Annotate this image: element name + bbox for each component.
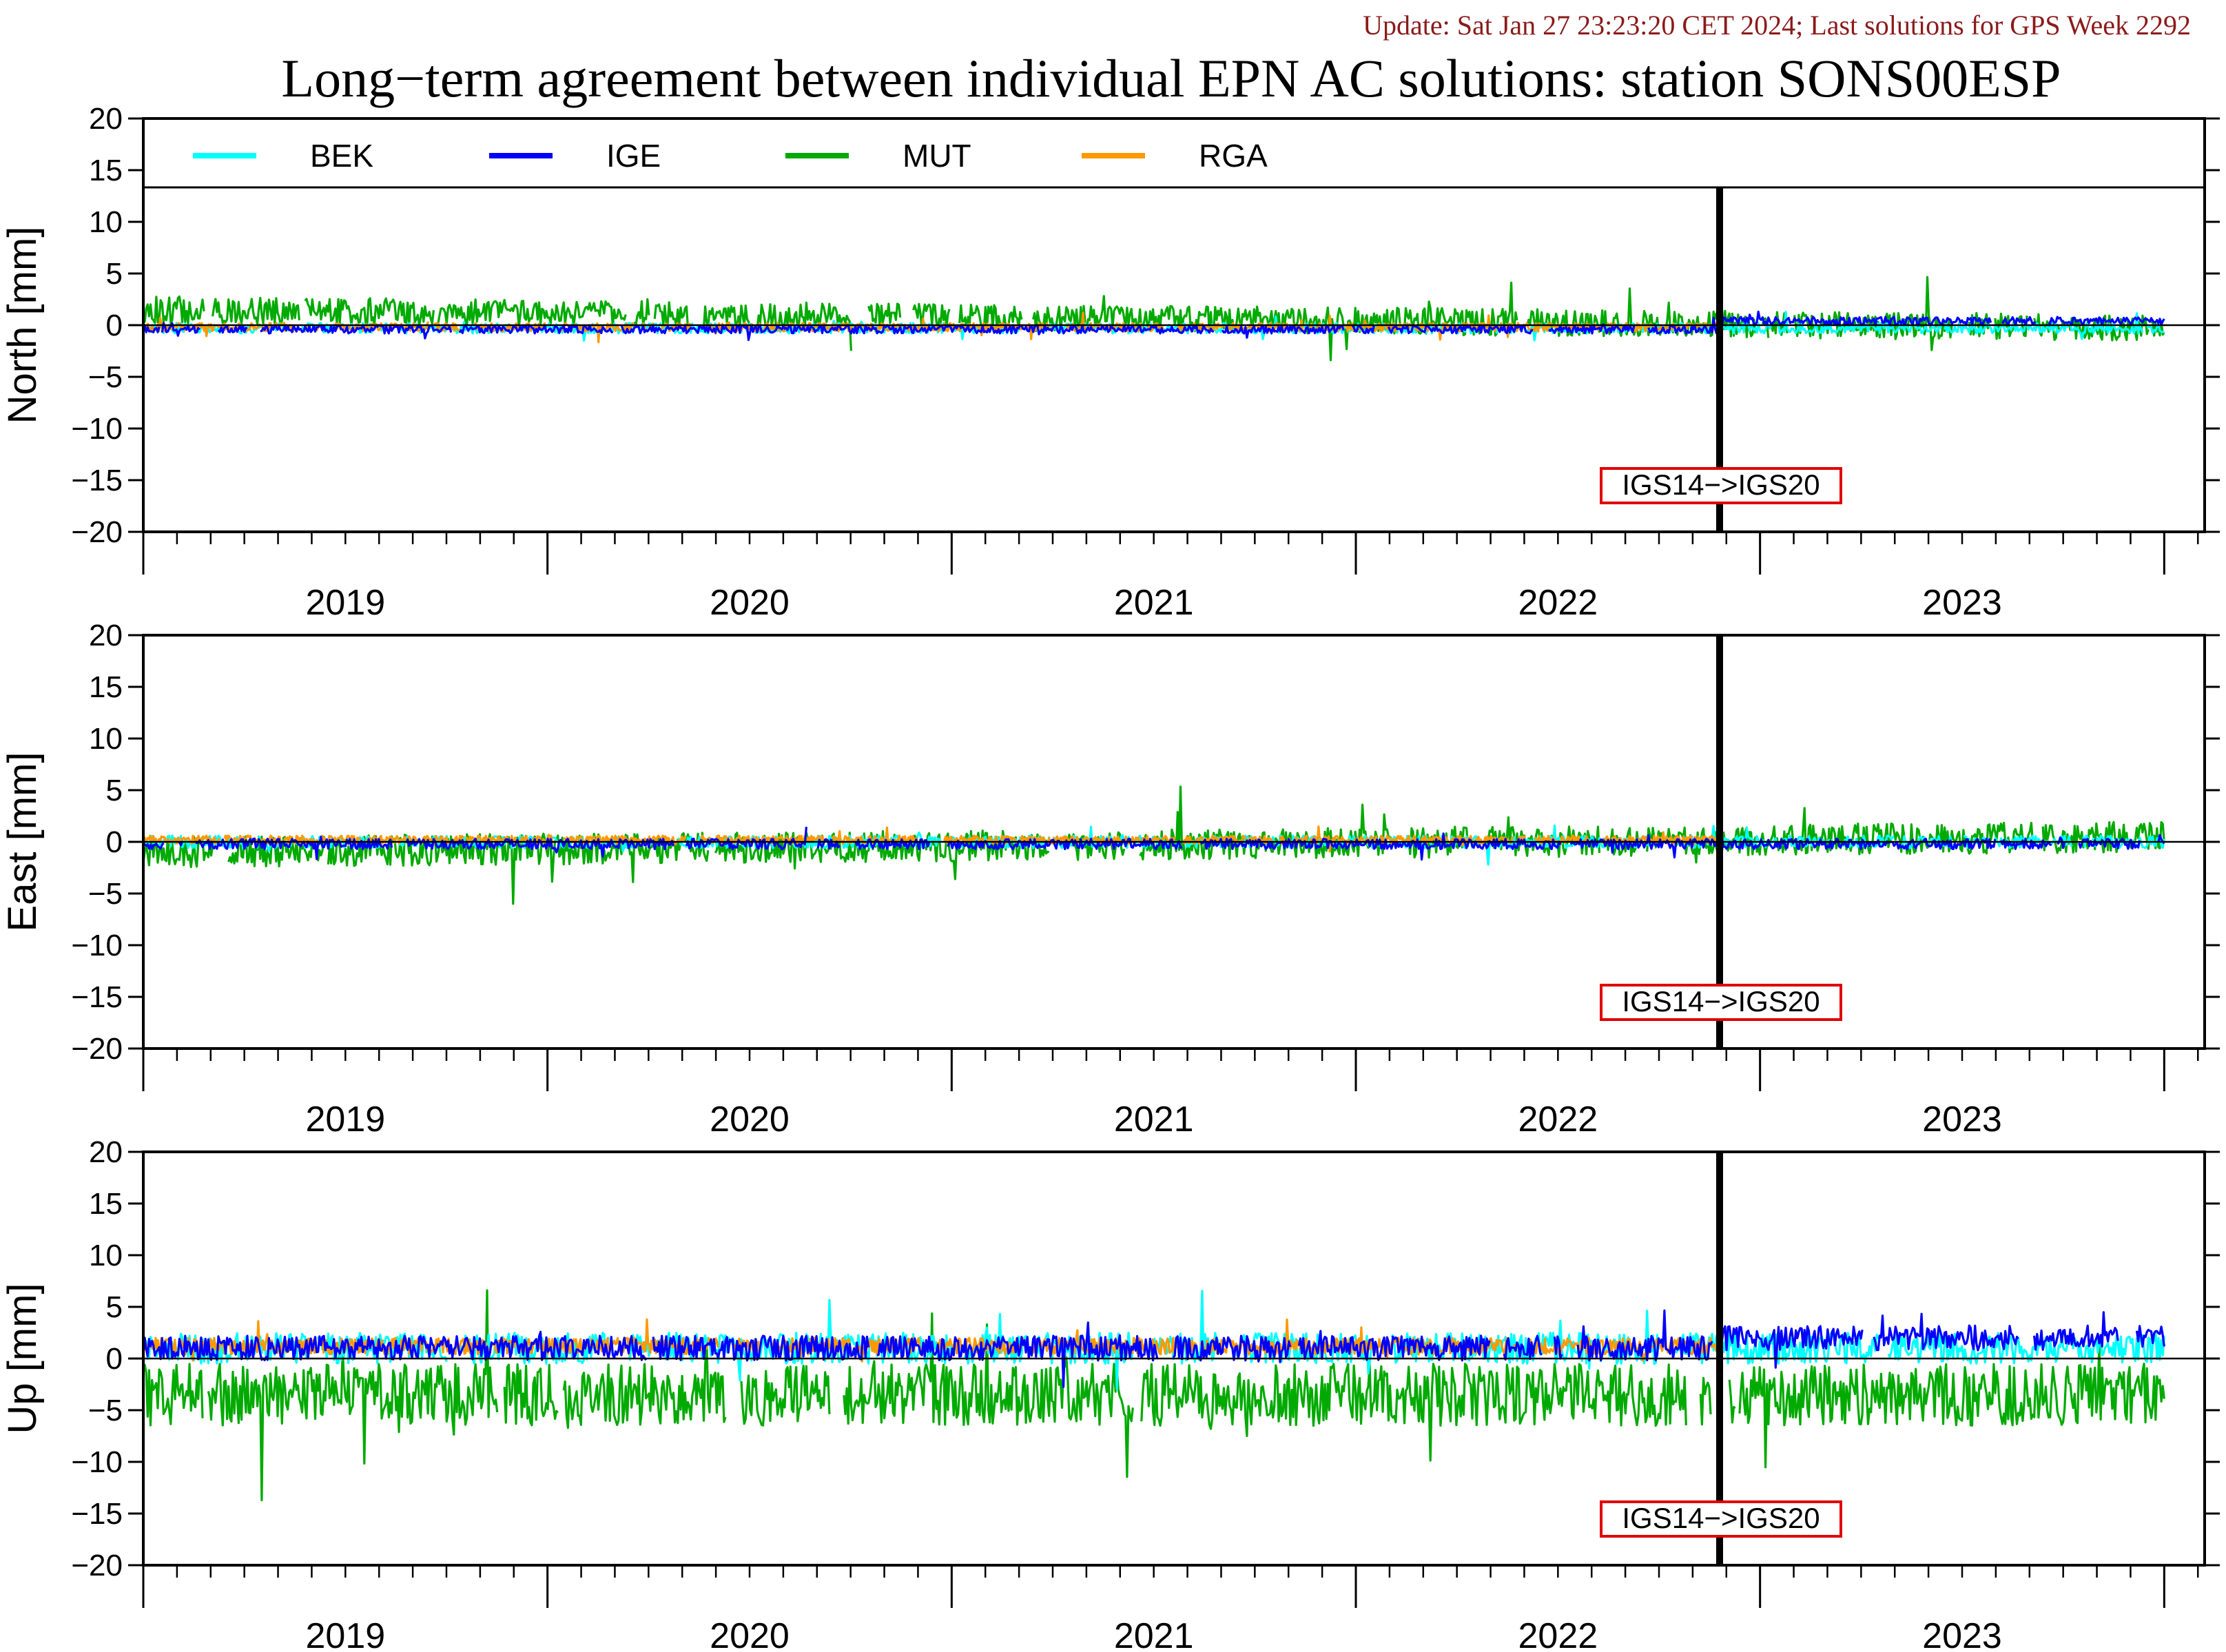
x-year-label: 2020 bbox=[710, 1616, 790, 1652]
y-tick-label: 20 bbox=[89, 619, 123, 652]
legend-label-rga: RGA bbox=[1199, 138, 1268, 174]
y-tick-label: 5 bbox=[106, 1290, 123, 1324]
series-ige-line bbox=[145, 310, 2165, 341]
reference-change-annotation: IGS14−>IGS20 bbox=[1600, 984, 1842, 1021]
y-tick-label: −15 bbox=[71, 980, 123, 1014]
x-year-label: 2022 bbox=[1518, 1616, 1598, 1652]
x-year-label: 2021 bbox=[1114, 1616, 1194, 1652]
x-year-label: 2022 bbox=[1518, 1099, 1598, 1139]
x-year-label: 2023 bbox=[1922, 1099, 2002, 1139]
panel-data bbox=[145, 1289, 2165, 1502]
legend-label-mut: MUT bbox=[903, 138, 971, 174]
y-axis-label: East [mm] bbox=[0, 752, 45, 931]
panels: BEK IGE MUT RGA 20 15 10 5 0 −5 −10 −15 −20 North [mm… bbox=[0, 102, 2220, 1652]
y-tick-label: 15 bbox=[89, 154, 123, 187]
x-axis: 2019 2020 2021 2022 2023 bbox=[142, 532, 2199, 623]
y-tick-label: 5 bbox=[106, 257, 123, 291]
series-ige-line bbox=[145, 1309, 2165, 1388]
y-tick-label: 0 bbox=[106, 309, 123, 342]
x-year-label: 2021 bbox=[1114, 583, 1194, 623]
y-tick-label: −20 bbox=[71, 1032, 123, 1066]
y-tick-label: −20 bbox=[71, 515, 123, 549]
annotation-box bbox=[1600, 467, 1842, 504]
y-tick-label: 15 bbox=[89, 670, 123, 704]
annotation-label: IGS14−>IGS20 bbox=[1622, 985, 1820, 1018]
x-year-label: 2020 bbox=[710, 583, 790, 623]
y-tick-label: 10 bbox=[89, 1239, 123, 1272]
annotation-box bbox=[1600, 984, 1842, 1021]
panel-north: BEK IGE MUT RGA 20 15 10 5 0 −5 −10 −15 −20 North [mm… bbox=[0, 102, 2220, 623]
annotation-box bbox=[1600, 1500, 1842, 1538]
y-tick-label: 0 bbox=[106, 1342, 123, 1376]
y-tick-label: 15 bbox=[89, 1187, 123, 1221]
x-year-label: 2022 bbox=[1518, 583, 1598, 623]
annotation-label: IGS14−>IGS20 bbox=[1622, 1502, 1820, 1534]
y-tick-label: 10 bbox=[89, 722, 123, 756]
panel-east: 20 15 10 5 0 −5 −10 −15 −20 East [mm] IGS14−>IGS20… bbox=[0, 619, 2220, 1139]
y-tick-label: 0 bbox=[106, 825, 123, 859]
y-axis-label: Up [mm] bbox=[0, 1283, 45, 1434]
reference-change-annotation: IGS14−>IGS20 bbox=[1600, 1500, 1842, 1538]
legend: BEK IGE MUT RGA bbox=[193, 138, 1268, 174]
y-tick-label: −10 bbox=[71, 412, 123, 446]
legend-label-ige: IGE bbox=[606, 138, 661, 174]
y-tick-label: −5 bbox=[88, 1394, 123, 1427]
x-year-label: 2021 bbox=[1114, 1099, 1194, 1139]
series-mut-line bbox=[145, 1289, 2165, 1502]
x-year-label: 2023 bbox=[1922, 583, 2002, 623]
y-tick-label: −20 bbox=[71, 1549, 123, 1582]
y-tick-label: 20 bbox=[89, 102, 123, 136]
y-tick-label: 20 bbox=[89, 1135, 123, 1169]
panel-up: 20 15 10 5 0 −5 −10 −15 −20 Up [mm] IGS14−>IGS20 20… bbox=[0, 1135, 2220, 1652]
y-tick-label: −15 bbox=[71, 464, 123, 497]
x-year-label: 2019 bbox=[305, 583, 385, 623]
chart-title: Long−term agreement between individual E… bbox=[281, 48, 2061, 108]
annotation-label: IGS14−>IGS20 bbox=[1622, 468, 1820, 501]
x-year-label: 2020 bbox=[710, 1099, 790, 1139]
y-tick-label: −5 bbox=[88, 360, 123, 394]
reference-change-annotation: IGS14−>IGS20 bbox=[1600, 467, 1842, 504]
x-axis: 2019 2020 2021 2022 2023 bbox=[142, 1049, 2199, 1139]
x-year-label: 2023 bbox=[1922, 1616, 2002, 1652]
x-year-label: 2019 bbox=[305, 1099, 385, 1139]
y-tick-label: 5 bbox=[106, 774, 123, 807]
y-tick-label: −15 bbox=[71, 1497, 123, 1531]
y-axis-label: North [mm] bbox=[0, 227, 45, 424]
y-tick-label: −10 bbox=[71, 1445, 123, 1479]
x-axis: 2019 2020 2021 2022 2023 bbox=[142, 1565, 2199, 1652]
x-year-label: 2019 bbox=[305, 1616, 385, 1652]
legend-label-bek: BEK bbox=[310, 138, 373, 174]
y-tick-label: −5 bbox=[88, 877, 123, 911]
y-tick-label: −10 bbox=[71, 929, 123, 962]
y-tick-label: 10 bbox=[89, 205, 123, 239]
update-text: Update: Sat Jan 27 23:23:20 CET 2024; La… bbox=[1363, 10, 2191, 41]
